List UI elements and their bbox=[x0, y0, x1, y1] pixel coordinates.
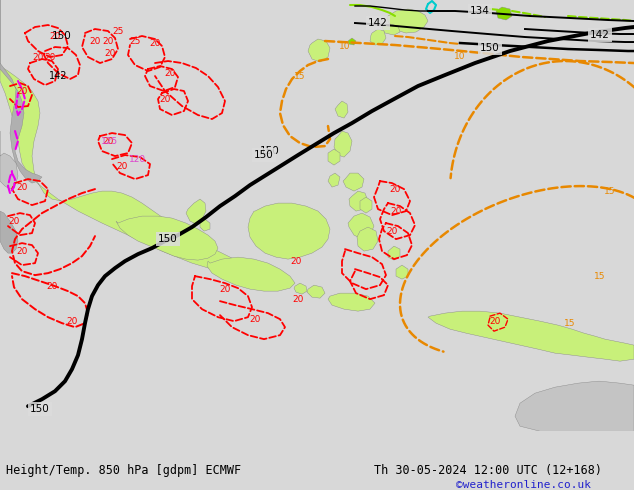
Text: 20: 20 bbox=[219, 285, 231, 294]
Polygon shape bbox=[396, 265, 408, 279]
Text: 20: 20 bbox=[102, 137, 113, 146]
Text: 20: 20 bbox=[89, 37, 101, 46]
Polygon shape bbox=[328, 149, 340, 165]
Text: 150: 150 bbox=[480, 43, 500, 53]
Polygon shape bbox=[0, 131, 18, 189]
Polygon shape bbox=[360, 197, 372, 213]
Polygon shape bbox=[334, 131, 352, 157]
Text: 20: 20 bbox=[44, 52, 56, 62]
Text: 142: 142 bbox=[368, 18, 388, 28]
Text: 25: 25 bbox=[129, 37, 141, 46]
Text: 20: 20 bbox=[67, 317, 78, 326]
Polygon shape bbox=[200, 219, 210, 231]
Text: 20: 20 bbox=[46, 282, 58, 291]
Text: 20: 20 bbox=[290, 257, 302, 266]
Polygon shape bbox=[343, 173, 364, 191]
Text: 120: 120 bbox=[129, 154, 146, 164]
Polygon shape bbox=[387, 9, 428, 33]
Text: ©weatheronline.co.uk: ©weatheronline.co.uk bbox=[456, 480, 592, 490]
Text: 150: 150 bbox=[260, 146, 280, 156]
Text: Th 30-05-2024 12:00 UTC (12+168): Th 30-05-2024 12:00 UTC (12+168) bbox=[374, 464, 602, 477]
Text: 10: 10 bbox=[454, 51, 466, 61]
Polygon shape bbox=[207, 257, 295, 291]
Text: 15: 15 bbox=[564, 318, 576, 328]
Text: 20: 20 bbox=[105, 49, 115, 57]
Text: 125: 125 bbox=[101, 137, 119, 146]
Text: 20: 20 bbox=[16, 87, 28, 96]
Text: 20: 20 bbox=[49, 31, 61, 41]
Text: 15: 15 bbox=[594, 271, 605, 281]
Text: 150: 150 bbox=[158, 234, 178, 244]
Text: 150: 150 bbox=[30, 404, 50, 414]
Polygon shape bbox=[308, 39, 330, 62]
Text: 15: 15 bbox=[604, 187, 616, 196]
Text: 20: 20 bbox=[489, 317, 501, 326]
Text: 20: 20 bbox=[164, 69, 176, 77]
Polygon shape bbox=[0, 211, 18, 253]
Polygon shape bbox=[348, 38, 356, 45]
Polygon shape bbox=[294, 283, 307, 294]
Polygon shape bbox=[382, 24, 400, 35]
Polygon shape bbox=[307, 285, 325, 298]
Text: 134: 134 bbox=[470, 6, 490, 16]
Text: 10: 10 bbox=[339, 42, 351, 50]
Text: 20: 20 bbox=[150, 39, 160, 48]
Text: 20: 20 bbox=[159, 95, 171, 103]
Text: 20: 20 bbox=[292, 294, 304, 304]
Polygon shape bbox=[0, 0, 42, 183]
Text: 20: 20 bbox=[386, 226, 398, 236]
Polygon shape bbox=[428, 311, 634, 361]
Text: 20: 20 bbox=[8, 217, 20, 225]
Polygon shape bbox=[186, 199, 206, 224]
Polygon shape bbox=[370, 29, 386, 45]
Text: Height/Temp. 850 hPa [gdpm] ECMWF: Height/Temp. 850 hPa [gdpm] ECMWF bbox=[6, 464, 242, 477]
Polygon shape bbox=[515, 381, 634, 431]
Text: 20: 20 bbox=[116, 162, 127, 171]
Text: 20: 20 bbox=[16, 246, 28, 256]
Text: 142: 142 bbox=[590, 30, 610, 40]
Polygon shape bbox=[116, 216, 218, 260]
Polygon shape bbox=[335, 101, 348, 118]
Polygon shape bbox=[496, 7, 512, 20]
Text: 20: 20 bbox=[391, 207, 402, 216]
Polygon shape bbox=[0, 0, 260, 275]
Text: 20: 20 bbox=[389, 185, 401, 194]
Polygon shape bbox=[328, 173, 340, 187]
Polygon shape bbox=[348, 213, 374, 239]
Polygon shape bbox=[357, 227, 378, 251]
Text: 25: 25 bbox=[112, 26, 124, 35]
Polygon shape bbox=[248, 203, 330, 259]
Text: 20: 20 bbox=[249, 315, 261, 324]
Text: 150: 150 bbox=[52, 31, 72, 41]
Polygon shape bbox=[349, 191, 368, 211]
Text: 150: 150 bbox=[254, 150, 274, 160]
Text: 15: 15 bbox=[294, 72, 306, 80]
Text: 20: 20 bbox=[32, 52, 44, 62]
Text: 142: 142 bbox=[49, 71, 67, 81]
Polygon shape bbox=[328, 293, 375, 311]
Text: 20: 20 bbox=[16, 183, 28, 192]
Text: 20: 20 bbox=[102, 37, 113, 46]
Polygon shape bbox=[388, 246, 400, 260]
